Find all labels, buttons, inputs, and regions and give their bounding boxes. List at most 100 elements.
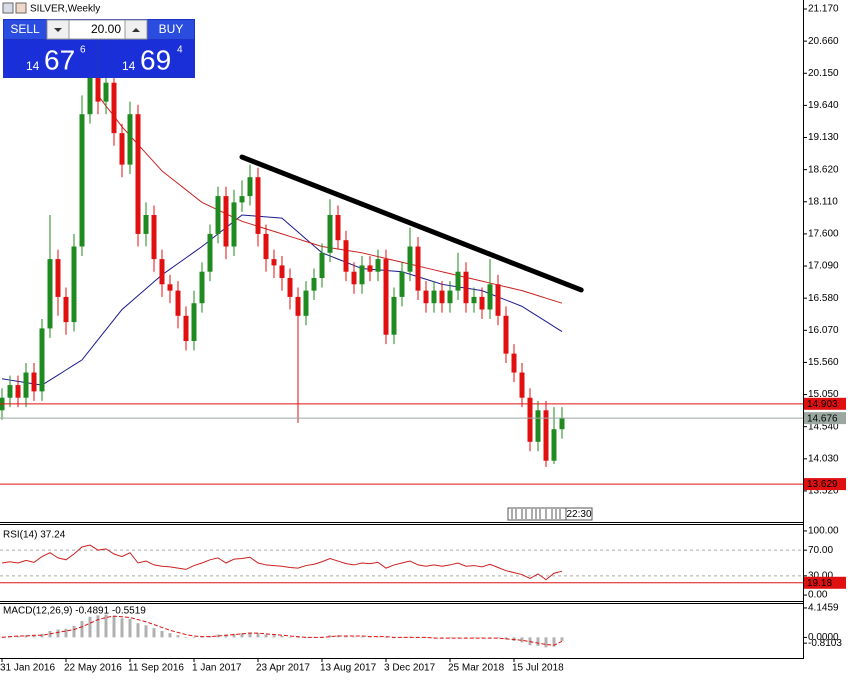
y-tick-label: 100.00 <box>808 526 839 537</box>
sell-price-big: 14 <box>26 59 40 73</box>
histogram-bar <box>120 618 124 638</box>
candle-body <box>431 290 437 304</box>
candle-body <box>479 296 485 310</box>
level-label: 13.629 <box>807 479 838 490</box>
candle-body <box>551 429 557 461</box>
histogram-bar <box>104 614 108 638</box>
candle-body <box>559 417 565 430</box>
candle-body <box>407 246 413 272</box>
y-tick-label: 0.00 <box>808 590 828 601</box>
histogram-bar <box>560 637 564 641</box>
scroll-ticks <box>507 507 567 521</box>
candle-body <box>127 114 133 165</box>
histogram-bar <box>136 623 140 638</box>
candle-body <box>367 265 373 272</box>
candle-body <box>447 290 453 304</box>
histogram-bar <box>472 637 476 639</box>
y-tick-label: 20.660 <box>808 36 839 47</box>
buy-button[interactable] <box>148 20 194 39</box>
level-label: 19.18 <box>807 578 832 589</box>
candle-body <box>175 290 181 316</box>
panel-title: MACD(12,26,9) -0.4891 -0.5519 <box>3 606 146 617</box>
level-label: 14.903 <box>807 399 838 410</box>
trendline <box>239 154 584 293</box>
arrow-up <box>132 28 140 32</box>
histogram-bar <box>200 637 204 638</box>
buy-price-small: 4 <box>177 45 183 56</box>
x-tick-label: 25 Mar 2018 <box>448 663 505 674</box>
candle-body <box>399 271 405 297</box>
histogram-bar <box>424 637 428 639</box>
candle-body <box>87 63 93 115</box>
time-label: 22:30 <box>566 509 591 520</box>
buy-label[interactable]: BUY <box>159 22 184 36</box>
sell-price-box[interactable] <box>4 40 97 77</box>
indicator-line <box>1 544 563 581</box>
volume[interactable]: 20.00 <box>91 22 121 36</box>
candle-body <box>191 303 197 342</box>
histogram-bar <box>536 637 540 646</box>
x-tick-label: 22 May 2016 <box>64 663 122 674</box>
y-tick-label: 17.090 <box>808 261 839 272</box>
sell-label[interactable]: SELL <box>10 22 40 36</box>
candle-body <box>239 196 245 203</box>
level-label-box <box>804 576 846 589</box>
histogram-bar <box>448 637 452 639</box>
time-box: 22:30 <box>507 507 593 521</box>
y-tick-label: 19.130 <box>808 132 839 143</box>
histogram-bar <box>192 637 196 639</box>
sell-button[interactable] <box>4 20 46 39</box>
y-tick-label: 30.00 <box>808 570 833 581</box>
candle-body <box>159 259 165 285</box>
candle-body <box>119 133 125 165</box>
histogram-bar <box>544 637 548 648</box>
histogram-bar <box>400 637 404 638</box>
histogram-bar <box>16 635 20 638</box>
candle-body <box>255 177 261 234</box>
candle-body <box>79 114 85 247</box>
candle-body <box>503 315 509 354</box>
candle-body <box>471 296 477 304</box>
x-tick-label: 23 Apr 2017 <box>256 663 310 674</box>
histogram-bar <box>256 633 260 638</box>
histogram-bar <box>80 621 84 638</box>
buy-price-box[interactable] <box>99 40 194 77</box>
histogram-bar <box>328 635 332 638</box>
histogram-bar <box>56 629 60 638</box>
y-tick-label: 17.600 <box>808 229 839 240</box>
candle-body <box>263 233 269 260</box>
candle-body <box>495 284 501 316</box>
icon <box>15 2 27 14</box>
candle-body <box>215 196 221 234</box>
header: SILVER,Weekly <box>2 2 100 15</box>
histogram-bar <box>384 637 388 639</box>
candle-body <box>463 271 469 304</box>
x-tick-label: 1 Jan 2017 <box>192 663 242 674</box>
buy-price-main: 69 <box>140 44 171 75</box>
candle-body <box>71 246 77 323</box>
histogram-bar <box>552 637 556 647</box>
icon <box>2 2 14 14</box>
histogram-bar <box>96 615 100 638</box>
histogram-bar <box>64 628 68 638</box>
candle-body <box>47 259 53 329</box>
candle-body <box>279 265 285 279</box>
histogram-bar <box>88 616 92 638</box>
y-tick-label: 16.070 <box>808 325 839 336</box>
histogram-bar <box>376 636 380 638</box>
candle-body <box>415 246 421 291</box>
y-tick-label: 14.540 <box>808 421 839 432</box>
candle-body <box>247 177 253 197</box>
sell-price-main: 67 <box>44 44 75 75</box>
candle-body <box>223 196 229 247</box>
candle-body <box>143 215 149 234</box>
candle-body <box>95 63 101 102</box>
candle-body <box>183 315 189 342</box>
candle-body <box>487 284 493 310</box>
y-tick-label: 0.0000 <box>808 632 839 643</box>
candle-body <box>359 265 365 285</box>
y-tick-label: 70.00 <box>808 545 833 556</box>
x-tick-label: 11 Sep 2016 <box>128 663 184 674</box>
